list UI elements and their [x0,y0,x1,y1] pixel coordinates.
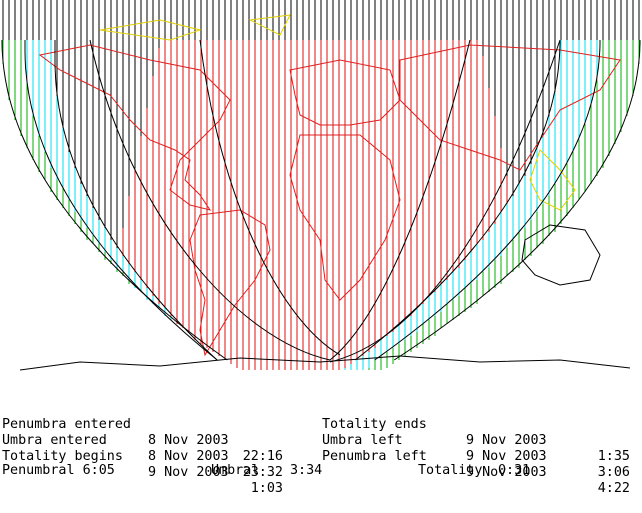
event-label: Umbra left [322,433,403,448]
europe-coast [289,59,401,126]
australia-coast [521,224,601,286]
event-time: 23:32 [242,465,283,480]
antarctica-coast [19,355,631,371]
event-label: Penumbra entered [2,417,131,432]
event-date: 9 Nov 2003 [466,433,547,448]
event-label: Totality ends [322,417,427,432]
event-date: 8 Nov 2003 [148,449,229,464]
visibility-contour [1,40,228,361]
totality-duration-value: 0:31 [498,463,531,478]
event-time: 4:22 [597,481,630,496]
umbral-duration-value: 3:34 [290,463,323,478]
coastlines [19,14,631,371]
visibility-contour [329,39,471,361]
north-america-coast [38,44,231,211]
event-row: Umbra left 9 Nov 2003 3:06 [322,417,630,497]
visibility-contours [1,39,641,363]
event-row: Totality ends 9 Nov 2003 1:35 [322,401,630,481]
event-date: 9 Nov 2003 [466,465,547,480]
meridian-lines [2,0,640,370]
south-america-coast [189,209,271,357]
asia-coast [399,44,621,171]
visibility-contour [374,40,601,361]
eclipse-visibility-map [1,0,641,371]
event-time: 1:03 [250,481,283,496]
visibility-contour [54,40,218,361]
event-row: Penumbra entered 8 Nov 2003 22:16 [2,401,283,481]
far-east-coast [529,149,576,211]
event-row: Umbra entered 8 Nov 2003 23:32 [2,417,283,497]
greenland-coast [248,14,291,36]
event-date: 9 Nov 2003 [466,449,547,464]
umbral-duration-label: Umbral [211,463,260,478]
visibility-contour [199,39,341,356]
africa-coast [289,134,401,301]
visibility-contour [24,40,218,361]
arctic-islands-coast [99,19,202,41]
event-date: 9 Nov 2003 [148,465,229,480]
event-time: 3:06 [597,465,630,480]
totality-duration-label: Totality [418,463,483,478]
event-time: 22:16 [242,449,283,464]
event-time: 1:35 [597,449,630,464]
event-row: Penumbra left 9 Nov 2003 4:22 [322,433,630,513]
event-label: Penumbra left [322,449,427,464]
visibility-contour [89,39,331,361]
visibility-contour [329,39,561,363]
visibility-contour [393,40,641,361]
event-date: 8 Nov 2003 [148,433,229,448]
event-label: Totality begins [2,449,123,464]
penumbral-duration: Penumbral 6:05 [2,463,115,478]
event-label: Umbra entered [2,433,107,448]
